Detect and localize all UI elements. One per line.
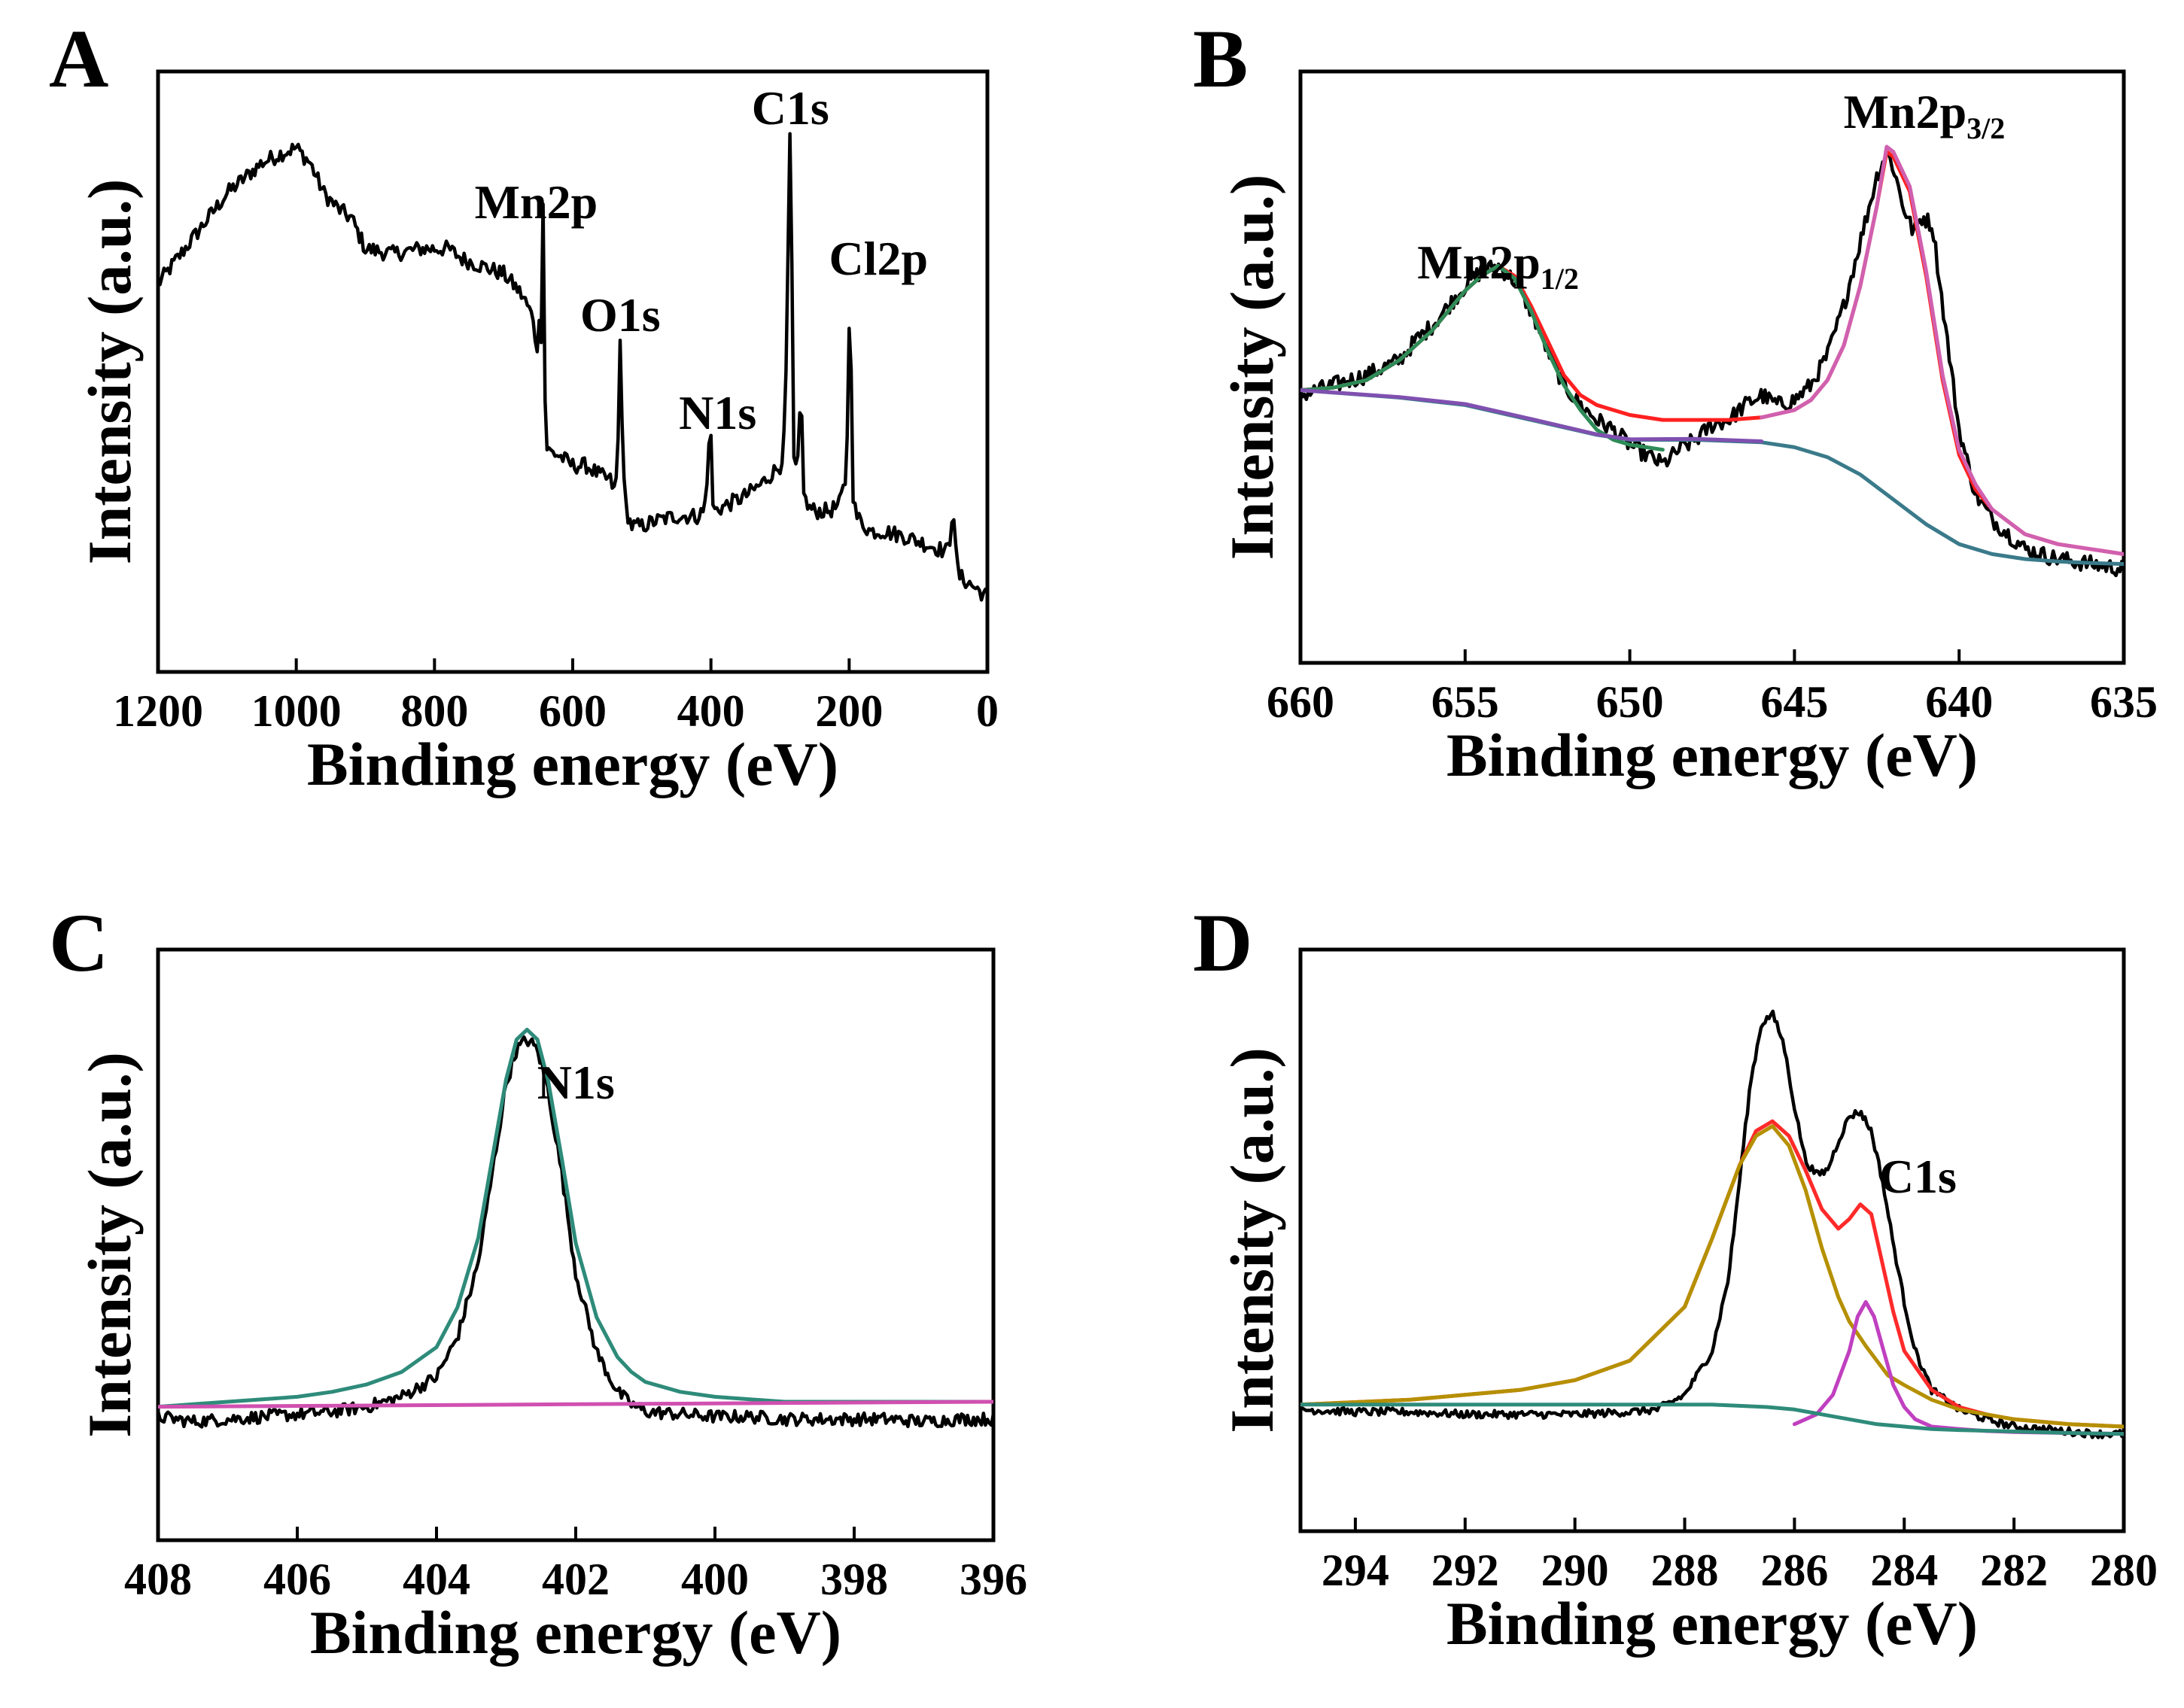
x-axis-label: Binding energy (eV) bbox=[1446, 1589, 1978, 1658]
y-axis-label: Intensity (a.u.) bbox=[75, 179, 144, 565]
x-tick-label: 655 bbox=[1431, 677, 1499, 727]
x-tick-label: 660 bbox=[1267, 677, 1334, 727]
x-tick-label: 396 bbox=[960, 1555, 1027, 1604]
x-axis-label: Binding energy (eV) bbox=[310, 1598, 841, 1667]
x-tick-label: 284 bbox=[1870, 1545, 1938, 1595]
series-background-violet- bbox=[1300, 388, 1764, 443]
x-tick-label: 635 bbox=[2090, 677, 2158, 727]
x-tick-label: 398 bbox=[820, 1555, 888, 1604]
series-baseline bbox=[158, 1400, 993, 1409]
series-background bbox=[1300, 1403, 2124, 1436]
x-tick-label: 200 bbox=[815, 686, 883, 736]
peak-label: Cl2p bbox=[829, 232, 928, 285]
x-tick-label: 402 bbox=[542, 1555, 610, 1604]
peak-label: N1s bbox=[679, 386, 756, 439]
x-tick-label: 400 bbox=[677, 686, 745, 736]
x-tick-label: 288 bbox=[1651, 1545, 1719, 1595]
series-envelope bbox=[1300, 150, 2124, 556]
y-axis-label: Intensity (a.u.) bbox=[1218, 175, 1286, 561]
panel-a: 1200 1000 800 600 400 200 0 Binding energy (eV)… bbox=[49, 13, 999, 798]
x-tick-label: 0 bbox=[976, 686, 999, 736]
plot-frame bbox=[1298, 947, 2126, 1533]
plot-frame bbox=[1298, 69, 2126, 665]
series-component-284-7-ev bbox=[1792, 1299, 2124, 1436]
series-raw bbox=[158, 1035, 993, 1429]
peak-label: O1s bbox=[580, 288, 661, 342]
panel-c: 408 406 404 402 400 398 396 Binding energy (eV)… bbox=[49, 897, 1027, 1667]
x-tick-label: 650 bbox=[1596, 677, 1664, 727]
series-survey bbox=[158, 132, 987, 602]
series-component-286-4-ev bbox=[1300, 1124, 2124, 1429]
x-tick-label: 600 bbox=[539, 686, 607, 736]
x-tick-label: 406 bbox=[263, 1555, 331, 1604]
panel-d: 294 292 290 288 286 284 282 280 Binding energy (… bbox=[1193, 897, 2158, 1658]
peak-label: C1s bbox=[752, 81, 829, 135]
x-tick-label: 280 bbox=[2090, 1545, 2158, 1595]
x-tick-label: 1200 bbox=[113, 686, 203, 736]
x-tick-label: 800 bbox=[400, 686, 468, 736]
x-axis-label: Binding energy (eV) bbox=[1446, 721, 1978, 789]
y-axis-label: Intensity (a.u.) bbox=[1218, 1047, 1286, 1433]
y-axis-label: Intensity (a.u.) bbox=[75, 1052, 144, 1438]
series-mn2p1-2-component bbox=[1300, 263, 1665, 452]
series-envelope bbox=[1300, 1119, 2124, 1429]
series-raw bbox=[1300, 150, 2124, 578]
x-tick-label: 400 bbox=[681, 1555, 749, 1604]
peak-label: Mn2p bbox=[475, 175, 598, 229]
peak-label: C1s bbox=[1879, 1150, 1957, 1203]
x-tick-label: 282 bbox=[1980, 1545, 2048, 1595]
series-mn2p3-2-component bbox=[1760, 144, 2124, 556]
panel-b: 660 655 650 645 640 635 Binding energy (eV) Int… bbox=[1193, 13, 2158, 789]
x-tick-label: 286 bbox=[1760, 1545, 1828, 1595]
x-tick-label: 292 bbox=[1431, 1545, 1499, 1595]
peak-label: Mn2p1/2 bbox=[1417, 236, 1579, 296]
series-background bbox=[1300, 388, 2124, 567]
panel-letter: A bbox=[49, 13, 108, 105]
panel-letter: B bbox=[1193, 13, 1248, 105]
panel-letter: D bbox=[1193, 897, 1252, 989]
panel-letter: C bbox=[49, 897, 108, 989]
series-raw bbox=[1300, 1009, 2124, 1439]
x-tick-label: 645 bbox=[1760, 677, 1828, 727]
x-tick-label: 408 bbox=[124, 1555, 192, 1604]
x-axis-label: Binding energy (eV) bbox=[307, 730, 838, 798]
peak-label: Mn2p3/2 bbox=[1844, 85, 2006, 145]
x-tick-label: 640 bbox=[1925, 677, 1993, 727]
x-tick-label: 290 bbox=[1541, 1545, 1609, 1595]
x-tick-label: 1000 bbox=[251, 686, 342, 736]
peak-label: N1s bbox=[537, 1056, 615, 1109]
x-tick-label: 404 bbox=[403, 1555, 470, 1604]
x-tick-label: 294 bbox=[1322, 1545, 1389, 1595]
series-fit bbox=[158, 1027, 993, 1409]
